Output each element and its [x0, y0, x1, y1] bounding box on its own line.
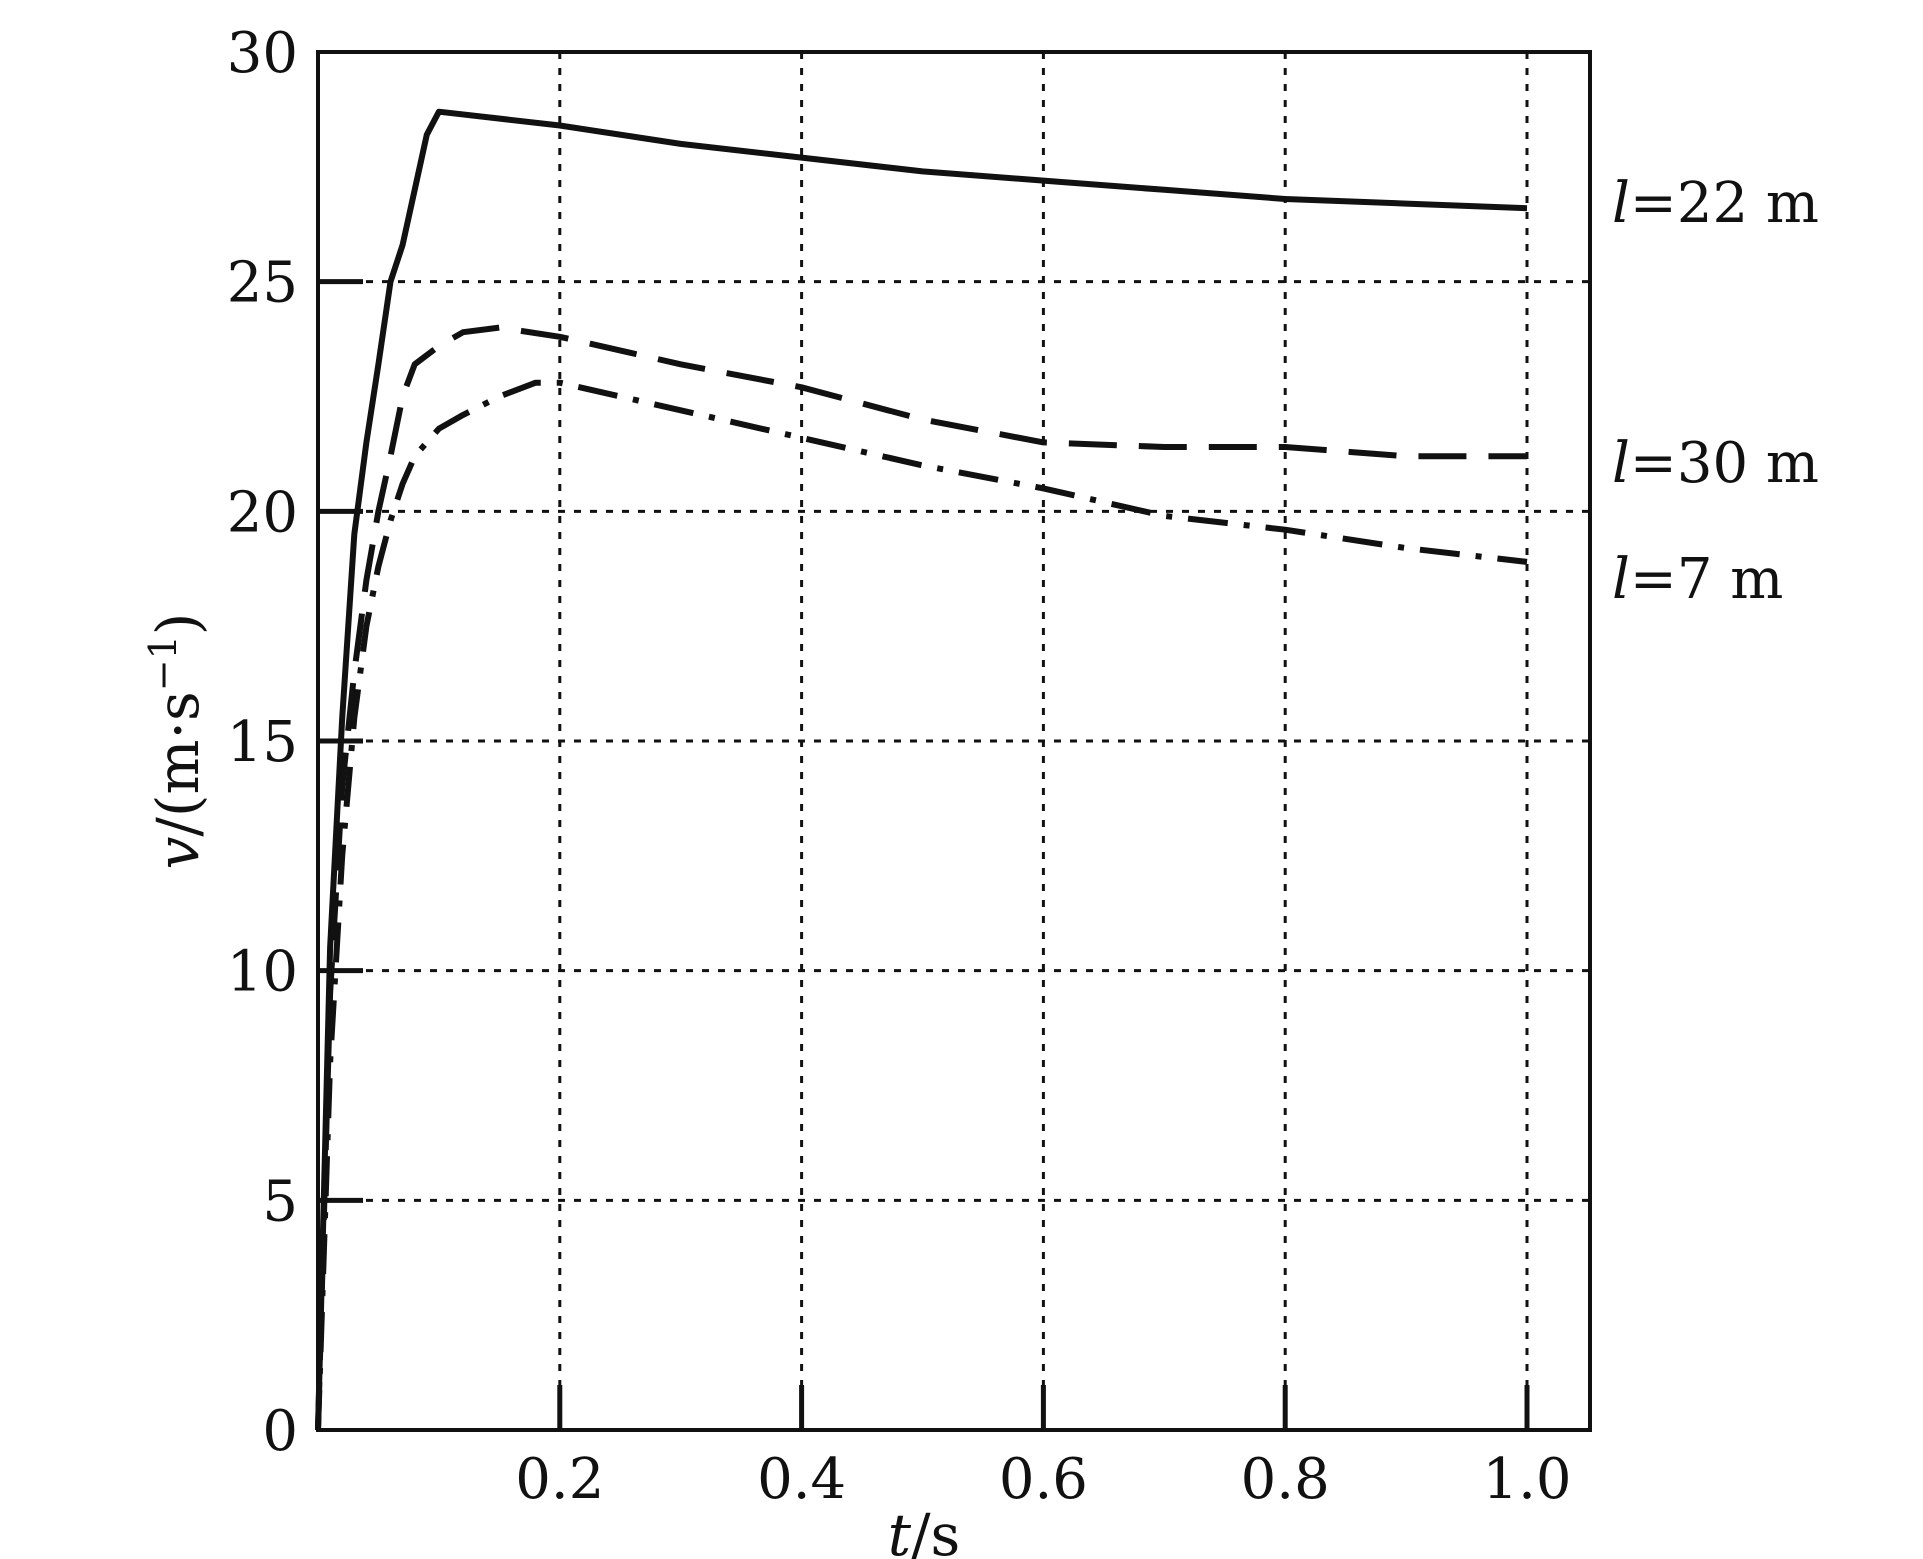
series-label-value: =7 m — [1630, 547, 1783, 612]
series-line-2 — [315, 324, 1527, 1431]
x-tick-label: 1.0 — [1482, 1447, 1571, 1512]
series-lines — [315, 108, 1528, 1431]
tick-marks — [318, 279, 1530, 1430]
series-label-var: l — [1612, 547, 1630, 612]
y-axis-label-close: ) — [144, 613, 212, 636]
y-tick-label: 10 — [227, 940, 298, 1005]
y-axis-label-unit: /(m·s — [144, 691, 212, 836]
series-label-3: l=7 m — [1612, 547, 1783, 612]
x-axis-label-var: t — [888, 1501, 912, 1559]
x-axis-label-unit: /s — [911, 1501, 960, 1559]
y-axis-label: v/(m·s−1) — [141, 613, 212, 870]
y-tick-label: 15 — [227, 710, 298, 775]
x-tick-label: 0.6 — [999, 1447, 1088, 1512]
x-axis-label: t/s — [888, 1501, 961, 1559]
series-label-value: =30 m — [1630, 431, 1819, 496]
y-tick-label: 0 — [262, 1399, 298, 1464]
x-tick-labels: 0.2 0.4 0.6 0.8 1.0 — [515, 1447, 1571, 1512]
series-label-1: l=22 m — [1612, 171, 1819, 236]
series-label-var: l — [1612, 431, 1630, 496]
y-tick-label: 30 — [227, 21, 298, 86]
y-axis-label-sup: −1 — [141, 635, 185, 691]
y-tick-label: 20 — [227, 480, 298, 545]
x-tick-label: 0.4 — [757, 1447, 846, 1512]
series-label-value: =22 m — [1630, 171, 1819, 236]
y-tick-label: 5 — [262, 1169, 298, 1234]
x-tick-label: 0.8 — [1241, 1447, 1330, 1512]
series-label-var: l — [1612, 171, 1630, 236]
series-line-1 — [315, 108, 1528, 1431]
series-labels: l=22 ml=30 ml=7 m — [1612, 171, 1819, 612]
y-axis-label-var: v — [144, 836, 212, 869]
y-tick-label: 25 — [227, 251, 298, 316]
x-tick-label: 0.2 — [515, 1447, 604, 1512]
series-line-3 — [315, 379, 1528, 1431]
grid-lines — [318, 52, 1590, 1430]
y-tick-labels: 0 5 10 15 20 25 30 — [227, 21, 298, 1464]
series-label-2: l=30 m — [1612, 431, 1819, 496]
plot-frame — [316, 50, 1592, 1432]
